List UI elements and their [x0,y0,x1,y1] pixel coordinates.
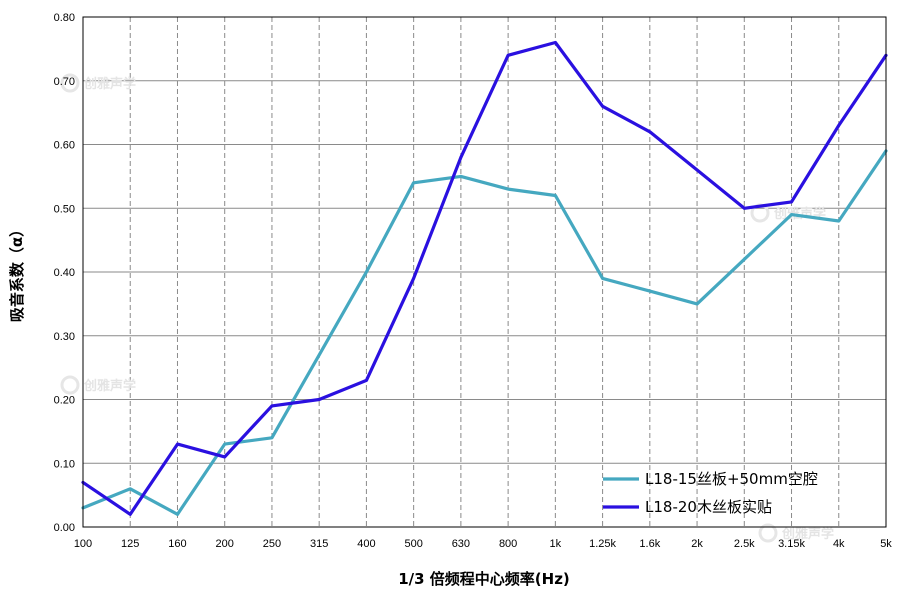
x-tick-label: 5k [880,538,892,550]
data-point [743,207,746,210]
x-tick-label: 125 [121,538,139,550]
data-point [506,54,510,57]
y-tick-label: 0.70 [54,76,75,88]
data-point [365,379,368,382]
grid [83,16,886,528]
data-point [695,168,699,172]
y-tick-label: 0.80 [54,12,75,24]
data-point [648,130,652,133]
legend-item: L18-20木丝板实贴 [603,498,772,516]
x-tick-label: 400 [357,538,375,550]
data-point [317,353,321,357]
x-tick-label: 2k [691,538,703,550]
data-point [695,302,699,306]
x-tick-label: 4k [833,538,845,550]
data-point [743,258,746,261]
legend-label: L18-15丝板+50mm空腔 [645,470,818,488]
x-tick-label: 500 [404,538,422,550]
data-point [790,200,793,204]
logo-icon [60,73,80,93]
y-tick-label: 0.40 [54,267,75,279]
watermark: 创雅声学 [60,73,136,93]
x-tick-label: 1k [550,538,562,550]
x-tick-label: 1.6k [639,538,660,550]
x-tick-label: 200 [216,538,234,550]
data-point [554,41,557,44]
plot-border [82,16,887,528]
data-point [176,442,179,446]
series-lines [81,40,888,516]
data-point [365,270,368,274]
x-tick-label: 1.25k [589,538,616,550]
y-axis-title: 吸音系数（α） [8,222,26,322]
logo-icon [758,523,778,543]
watermark: 创雅声学 [60,375,136,395]
data-point [601,277,604,280]
data-point [412,277,415,280]
x-tick-label: 630 [452,538,470,550]
data-point [129,513,132,516]
data-point [506,187,510,191]
y-tick-label: 0.30 [54,331,75,343]
legend-item: L18-15丝板+50mm空腔 [603,470,818,488]
y-tick-label: 0.60 [54,140,75,152]
x-tick-label: 100 [74,538,92,550]
legend-label: L18-20木丝板实贴 [645,498,772,516]
data-point [837,124,840,127]
legend: L18-15丝板+50mm空腔 L18-20木丝板实贴 [603,470,818,516]
data-point [601,105,604,108]
data-point [790,213,793,216]
data-point [270,436,274,439]
y-tick-label: 0.10 [54,458,75,470]
y-tick-label: 0.00 [54,522,75,534]
data-point [223,455,226,459]
y-tick-label: 0.20 [54,395,75,407]
y-tick-labels: 0.00 0.10 0.20 0.30 0.40 0.50 0.60 0.70 0.80 [54,12,75,534]
data-point [317,398,321,401]
x-tick-label: 160 [168,538,186,550]
x-tick-label: 2.5k [734,538,755,550]
data-point [412,181,415,184]
data-point [129,487,132,490]
x-tick-label: 3.15k [778,538,805,550]
logo-icon [60,375,80,395]
watermark-text: 创雅声学 [781,526,834,542]
y-tick-label: 0.50 [54,203,75,215]
x-tick-labels: 100 125 160 200 250 315 400 500 630 800 1k 1.25k 1.6… [74,538,892,550]
x-axis-title: 1/3 倍频程中心频率(Hz) [398,570,570,588]
series-line-2 [81,40,888,516]
data-point [459,156,463,159]
x-tick-label: 315 [310,538,328,550]
watermark: 创雅声学 [750,203,826,223]
data-point [459,175,463,178]
data-point [176,513,179,516]
watermark-text: 创雅声学 [83,378,136,394]
watermark-text: 创雅声学 [83,76,136,92]
data-point [554,194,557,197]
data-point [648,289,652,293]
data-point [223,442,226,446]
data-point [837,219,840,223]
data-point [270,404,274,408]
watermark: 创雅声学 [758,523,834,543]
x-tick-label: 250 [263,538,281,550]
x-tick-label: 800 [499,538,517,550]
